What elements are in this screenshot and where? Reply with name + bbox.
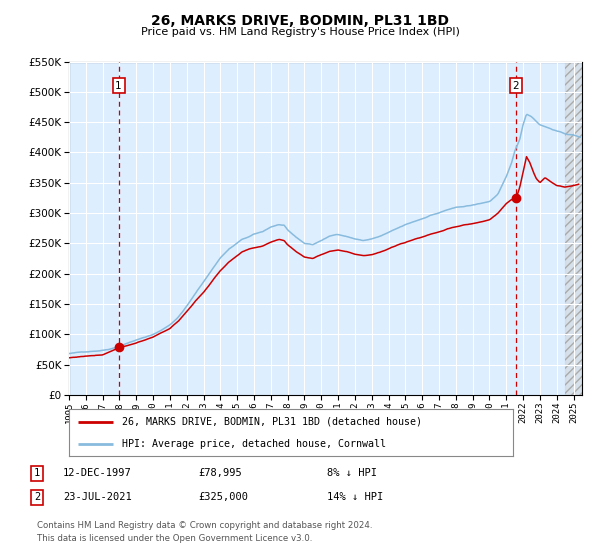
Text: 26, MARKS DRIVE, BODMIN, PL31 1BD (detached house): 26, MARKS DRIVE, BODMIN, PL31 1BD (detac…: [122, 417, 422, 427]
Text: £78,995: £78,995: [198, 468, 242, 478]
Text: 1: 1: [115, 81, 122, 91]
Text: 2: 2: [34, 492, 40, 502]
Text: 26, MARKS DRIVE, BODMIN, PL31 1BD: 26, MARKS DRIVE, BODMIN, PL31 1BD: [151, 14, 449, 28]
Text: 8% ↓ HPI: 8% ↓ HPI: [327, 468, 377, 478]
Text: £325,000: £325,000: [198, 492, 248, 502]
Text: 12-DEC-1997: 12-DEC-1997: [63, 468, 132, 478]
Text: 1: 1: [34, 468, 40, 478]
Text: 23-JUL-2021: 23-JUL-2021: [63, 492, 132, 502]
Bar: [565, 62, 582, 395]
Text: 2: 2: [512, 81, 519, 91]
Text: This data is licensed under the Open Government Licence v3.0.: This data is licensed under the Open Gov…: [37, 534, 313, 543]
Bar: [565, 62, 582, 395]
Text: Contains HM Land Registry data © Crown copyright and database right 2024.: Contains HM Land Registry data © Crown c…: [37, 521, 373, 530]
Text: 14% ↓ HPI: 14% ↓ HPI: [327, 492, 383, 502]
Text: HPI: Average price, detached house, Cornwall: HPI: Average price, detached house, Corn…: [122, 438, 386, 449]
Text: Price paid vs. HM Land Registry's House Price Index (HPI): Price paid vs. HM Land Registry's House …: [140, 27, 460, 37]
